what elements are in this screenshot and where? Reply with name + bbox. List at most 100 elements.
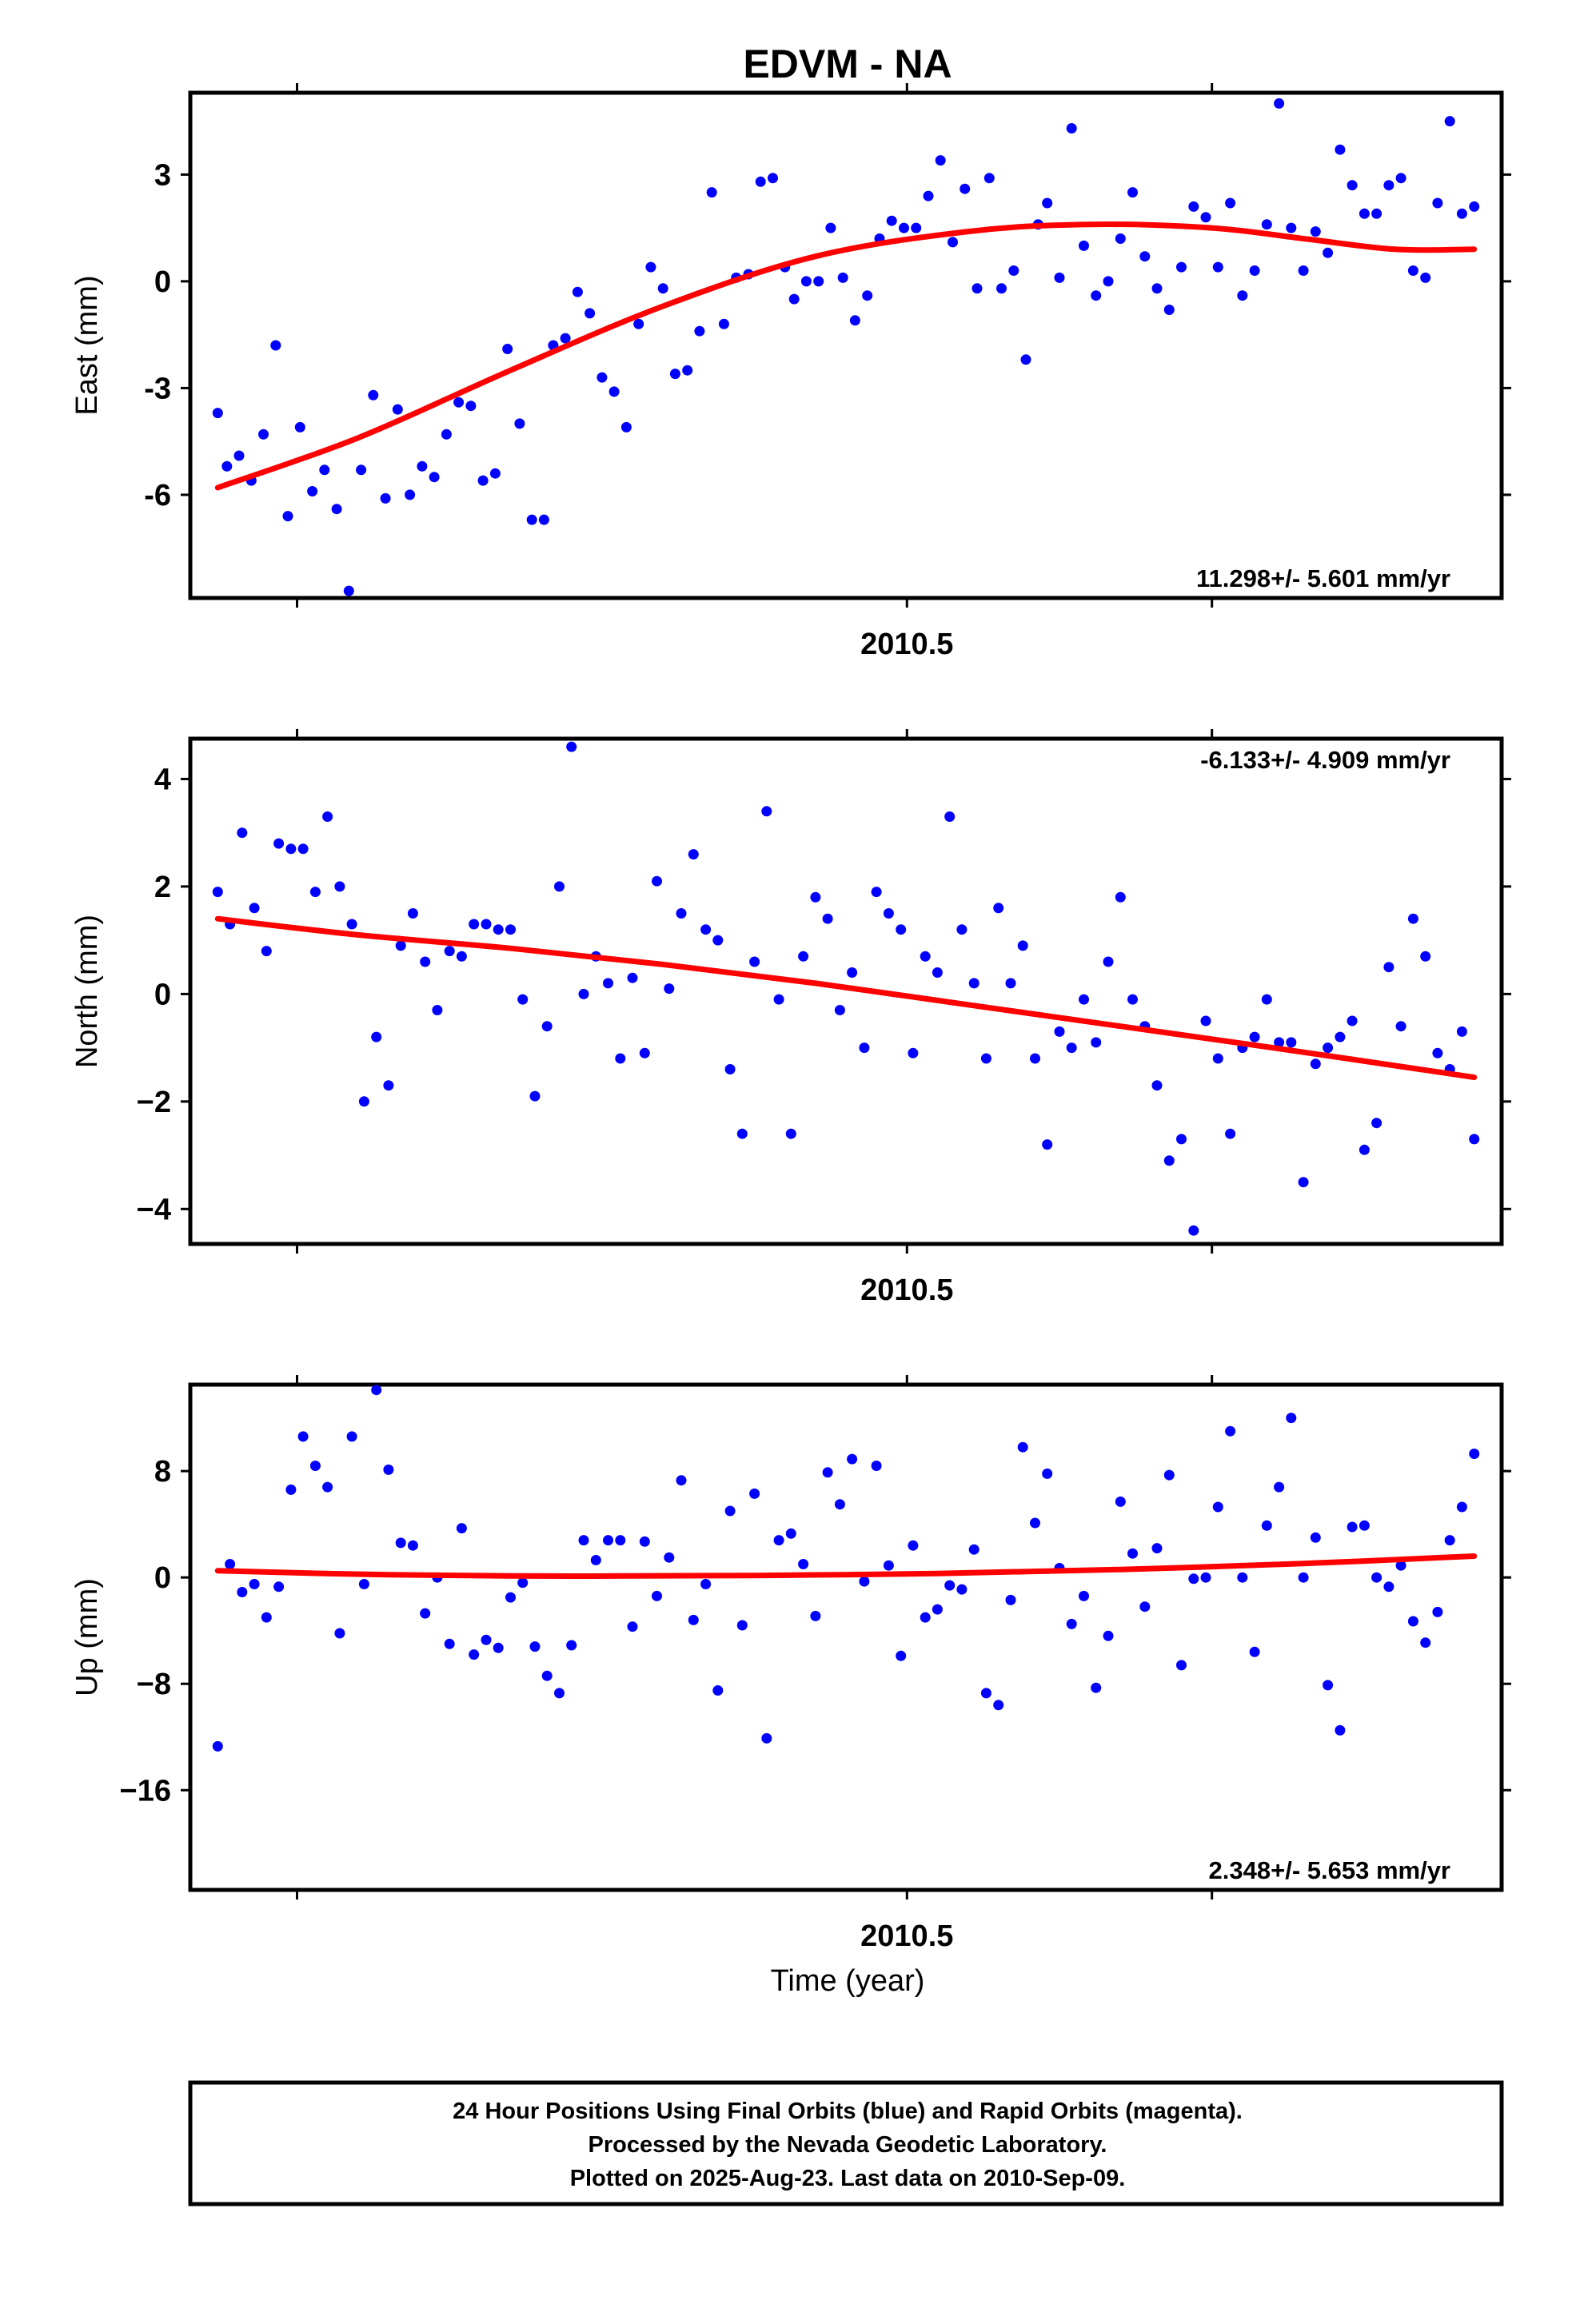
north-data-point <box>1127 994 1138 1005</box>
up-data-point <box>358 1579 369 1589</box>
east-data-point <box>1115 233 1126 244</box>
north-data-point <box>749 956 760 967</box>
north-fit-line <box>214 915 1478 1081</box>
north-data-point <box>944 811 956 822</box>
east-data-point <box>356 464 367 476</box>
north-data-point <box>980 1053 991 1064</box>
north-data-point <box>627 972 638 983</box>
east-data-point <box>718 318 729 329</box>
east-data-point <box>620 421 632 433</box>
north-data-point <box>493 924 504 935</box>
east-data-point <box>768 173 778 184</box>
north-data-point <box>1432 1047 1443 1058</box>
footer-box: 24 Hour Positions Using Final Orbits (bl… <box>188 2080 1504 2206</box>
north-data-point <box>541 1021 553 1032</box>
north-data-point <box>1335 1031 1346 1042</box>
north-ytick-label: 2 <box>154 871 171 904</box>
east-data-point <box>1395 173 1406 184</box>
east-data-point <box>1298 265 1309 276</box>
north-data-point <box>1456 1026 1467 1037</box>
up-data-point <box>1225 1425 1236 1437</box>
east-plot-frame <box>188 90 1504 600</box>
east-data-point <box>380 492 391 504</box>
north-data-point <box>688 849 699 860</box>
east-data-point <box>1359 208 1370 219</box>
north-data-point <box>285 843 297 855</box>
east-data-point <box>1432 197 1443 209</box>
east-data-point <box>657 283 668 294</box>
north-data-point <box>1286 1037 1297 1048</box>
up-points <box>212 1385 1480 1752</box>
north-data-point <box>1115 891 1126 903</box>
up-fit-line <box>214 1553 1478 1580</box>
up-data-point <box>822 1467 833 1478</box>
up-data-point <box>1212 1501 1223 1513</box>
east-ytick-label: 0 <box>154 265 171 299</box>
north-data-point <box>1225 1128 1236 1139</box>
north-data-point <box>603 978 613 989</box>
east-data-point <box>572 286 583 297</box>
east-data-point <box>1200 212 1211 223</box>
east-data-point <box>405 489 416 500</box>
north-data-point <box>1103 956 1114 967</box>
up-data-point <box>847 1453 858 1465</box>
north-data-point <box>1176 1134 1187 1145</box>
up-data-point <box>529 1641 541 1652</box>
east-data-point <box>899 222 909 233</box>
east-data-point <box>560 333 571 344</box>
east-data-point <box>972 283 983 294</box>
up-data-point <box>554 1688 565 1699</box>
up-data-point <box>688 1614 699 1625</box>
up-data-point <box>1115 1496 1126 1507</box>
footer-line-3: Plotted on 2025-Aug-23. Last data on 201… <box>570 2166 1126 2191</box>
east-y-axis-label: East (mm) <box>70 275 104 415</box>
north-data-point <box>469 919 480 930</box>
east-data-point <box>429 472 440 483</box>
north-data-point <box>932 967 943 978</box>
up-data-point <box>798 1559 809 1569</box>
up-data-point <box>1066 1618 1077 1629</box>
up-data-point <box>1103 1630 1114 1641</box>
up-data-point <box>736 1620 748 1631</box>
north-data-point <box>249 903 260 914</box>
north-data-point <box>664 983 675 995</box>
up-data-point <box>285 1484 297 1495</box>
north-data-point <box>773 994 784 1005</box>
north-data-point <box>358 1096 369 1107</box>
figure-title: EDVM - NA <box>743 42 952 86</box>
north-data-point <box>1323 1042 1334 1054</box>
east-data-point <box>669 369 680 380</box>
up-data-point <box>1042 1468 1053 1479</box>
north-data-point <box>1469 1134 1480 1145</box>
east-data-point <box>1163 305 1175 315</box>
up-data-point <box>1151 1543 1163 1554</box>
up-data-point <box>1163 1469 1175 1481</box>
up-data-point <box>993 1700 1004 1711</box>
north-data-point <box>822 913 833 924</box>
up-data-point <box>322 1481 333 1493</box>
up-data-point <box>1200 1572 1211 1583</box>
up-data-point <box>1469 1449 1480 1459</box>
up-data-point <box>603 1535 613 1546</box>
east-ytick-label: -6 <box>144 479 171 512</box>
north-data-point <box>334 881 345 892</box>
east-data-point <box>960 183 971 194</box>
up-data-point <box>297 1431 309 1442</box>
north-data-point <box>1274 1037 1285 1048</box>
up-data-point <box>1030 1517 1040 1529</box>
north-data-point <box>652 875 662 887</box>
east-data-point <box>984 173 995 184</box>
up-data-point <box>407 1540 418 1551</box>
up-data-point <box>1176 1660 1187 1671</box>
east-data-point <box>417 460 428 472</box>
up-xtick-label: 2010.5 <box>860 1919 953 1953</box>
up-data-point <box>859 1576 870 1587</box>
east-data-point <box>1066 123 1077 134</box>
north-data-point <box>371 1031 382 1042</box>
east-data-point <box>538 514 549 525</box>
up-ytick-label: −8 <box>137 1668 171 1701</box>
north-data-point <box>1420 951 1431 962</box>
up-data-point <box>896 1650 907 1661</box>
